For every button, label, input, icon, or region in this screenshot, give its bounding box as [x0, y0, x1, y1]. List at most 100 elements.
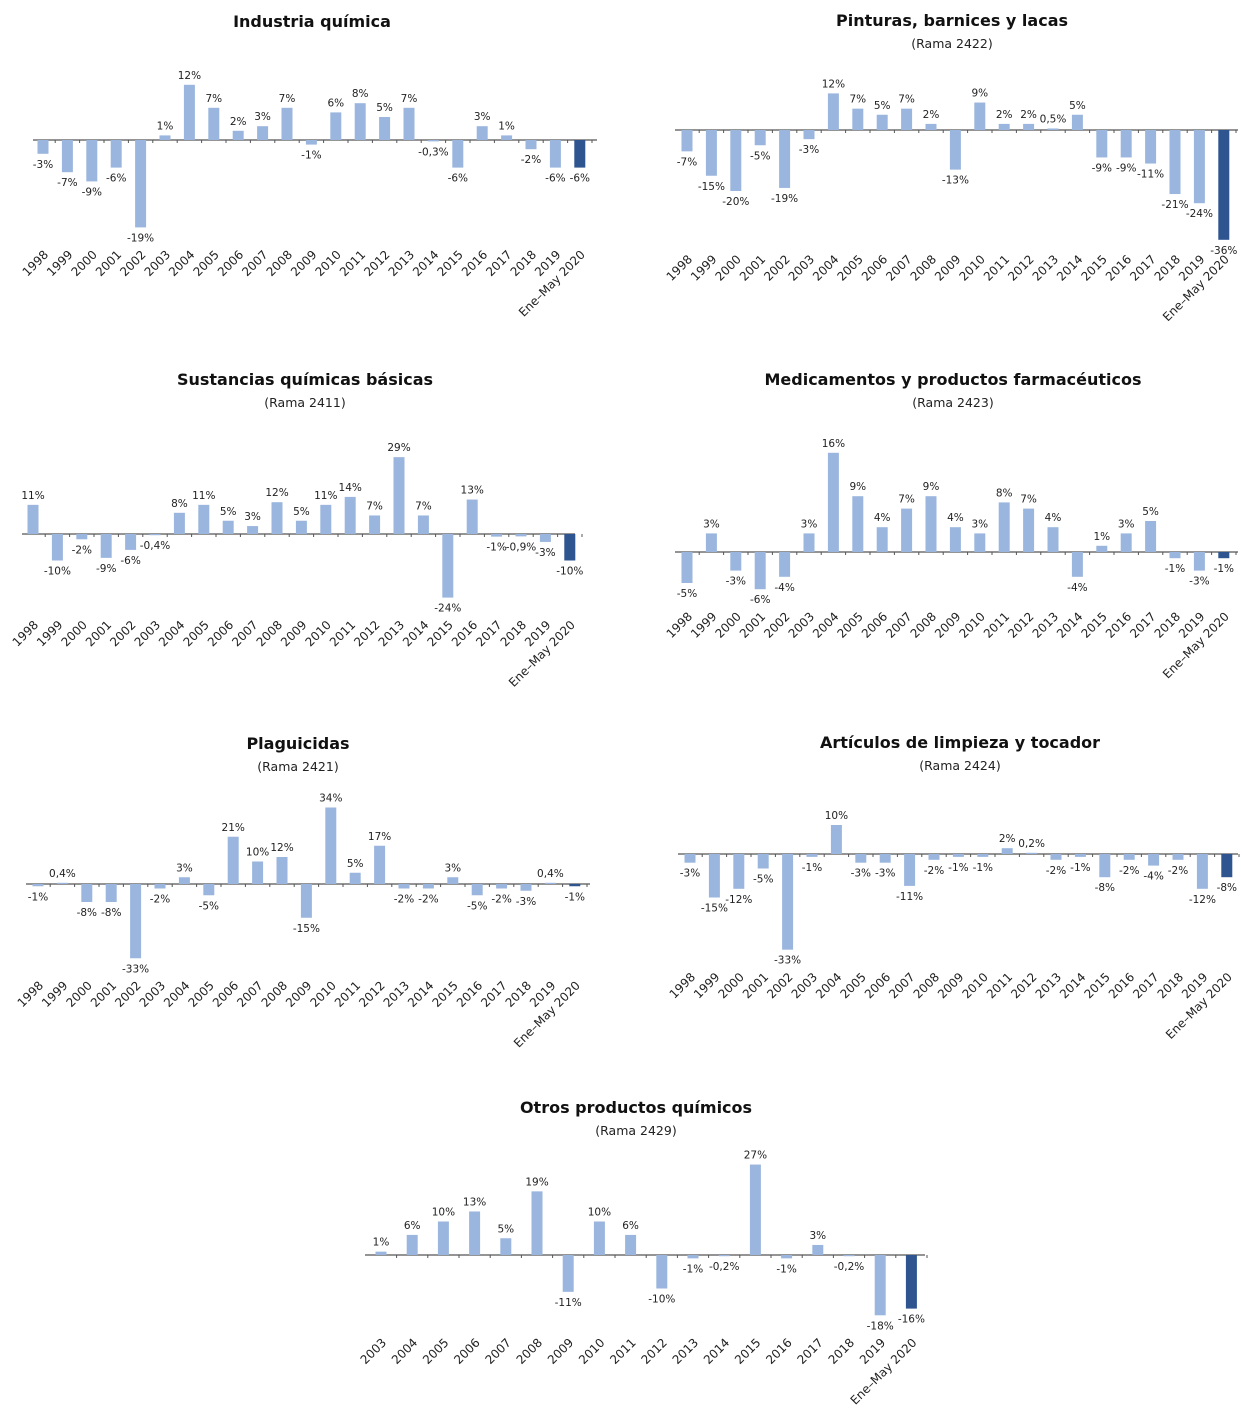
x-tick-label: 2011: [327, 618, 358, 649]
x-tick-label: 2009: [545, 1336, 576, 1367]
bar-2005: [198, 504, 210, 534]
x-tick-label: 2016: [1103, 252, 1134, 283]
data-label: -0,2%: [834, 1261, 864, 1273]
data-label: -2%: [924, 865, 944, 877]
chart-panel-6: Artículos de limpieza y tocador (Rama 242…: [667, 733, 1240, 1042]
x-tick-label: 2002: [112, 978, 143, 1009]
x-tick-label: 2002: [761, 609, 792, 640]
bar-2014: [1071, 552, 1083, 577]
x-tick-label: 2016: [449, 618, 480, 649]
bar-2012: [1023, 508, 1035, 552]
x-tick-label: 2015: [732, 1336, 763, 1367]
data-label: -2%: [1168, 865, 1188, 877]
data-label: -19%: [127, 232, 154, 244]
data-label: -1%: [683, 1263, 703, 1275]
x-tick-label: 2009: [288, 248, 319, 279]
data-label: 5%: [347, 858, 364, 870]
x-tick-label: 2007: [886, 970, 917, 1001]
data-label: 5%: [497, 1223, 514, 1235]
x-tick-label: 2009: [935, 970, 966, 1001]
data-label: 9%: [923, 481, 940, 493]
bar-2000: [81, 884, 93, 902]
bar-2017: [1148, 854, 1160, 866]
bar-2007: [247, 526, 259, 534]
x-tick-label: 1998: [664, 609, 695, 640]
x-tick-label: 2010: [956, 609, 987, 640]
x-tick-label: 2018: [1152, 609, 1183, 640]
x-tick-label: 2006: [859, 252, 890, 283]
data-label: -2%: [521, 154, 541, 166]
data-label: -1%: [1214, 563, 1234, 575]
data-label: -0,4%: [140, 540, 170, 552]
bar-2006: [879, 854, 891, 863]
data-label: 1%: [373, 1237, 390, 1249]
data-label: 13%: [461, 485, 484, 497]
bar-2014: [1074, 854, 1086, 857]
bar-2008: [928, 854, 940, 860]
x-tick-label: 2013: [670, 1336, 701, 1367]
x-tick-label: 1998: [15, 978, 46, 1009]
chart-panel-7: Otros productos químicos (Rama 2429) 1% 200…: [358, 1098, 928, 1407]
bar-2011: [625, 1234, 637, 1255]
bar-2018: [1169, 130, 1181, 195]
data-label: -11%: [555, 1297, 582, 1309]
data-label: 8%: [996, 487, 1013, 499]
chart-panel-3: Sustancias químicas básicas (Rama 2411) 11…: [10, 370, 584, 690]
bar-2011: [998, 502, 1010, 552]
x-tick-label: 2006: [210, 978, 241, 1009]
bar-2012: [1026, 852, 1038, 854]
x-tick-label: 2008: [259, 978, 290, 1009]
x-tick-label: 2003: [786, 252, 817, 283]
x-tick-label: 2001: [83, 618, 114, 649]
data-label: 16%: [822, 438, 845, 450]
x-tick-label: 2006: [205, 618, 236, 649]
bar-2015: [1096, 130, 1108, 158]
data-label: -9%: [82, 186, 102, 198]
x-tick-label: 2005: [834, 609, 865, 640]
bar-2001: [757, 854, 769, 869]
bar-2002: [135, 140, 147, 228]
chart-title: Industria química: [233, 12, 391, 31]
data-label: 12%: [270, 842, 293, 854]
bar-2010: [593, 1221, 605, 1255]
data-label: -2%: [72, 544, 92, 556]
bar-2006: [469, 1211, 481, 1255]
data-label: -4%: [1143, 871, 1163, 883]
data-label: 4%: [1045, 512, 1062, 524]
bar-2015: [452, 140, 464, 168]
x-tick-label: 2007: [229, 618, 260, 649]
bar-2017: [812, 1244, 824, 1255]
data-label: -6%: [750, 594, 770, 606]
bar-2015: [1099, 854, 1111, 878]
bar-2002: [779, 552, 791, 577]
bar-1998: [27, 504, 39, 534]
data-label: 11%: [21, 490, 44, 502]
x-tick-label: 1998: [10, 618, 41, 649]
x-tick-label: 2011: [984, 970, 1015, 1001]
x-tick-label: 2012: [356, 978, 387, 1009]
x-tick-label: 2009: [278, 618, 309, 649]
bar-2006: [222, 520, 234, 534]
chart-panel-5: Plaguicidas (Rama 2421) -1% 1998 0,4% 1999 -8%…: [15, 734, 590, 1050]
data-label: 2%: [999, 833, 1016, 845]
data-label: -4%: [1067, 582, 1087, 594]
data-label: 5%: [220, 506, 237, 518]
chart-subtitle: (Rama 2429): [595, 1123, 676, 1138]
x-tick-label: 2003: [137, 978, 168, 1009]
x-tick-label: 2007: [482, 1336, 513, 1367]
data-label: 34%: [319, 793, 342, 805]
bar-2004: [406, 1234, 418, 1255]
x-tick-label: 2007: [883, 609, 914, 640]
data-label: -19%: [771, 193, 798, 205]
bar-2003: [149, 534, 161, 536]
bar-2018: [525, 140, 537, 150]
bar-ene–may-2020: [1221, 854, 1233, 878]
bar-2017: [501, 135, 513, 140]
x-tick-label: 2003: [786, 609, 817, 640]
x-tick-label: 1999: [691, 970, 722, 1001]
x-tick-label: 2016: [763, 1336, 794, 1367]
x-tick-label: 2002: [764, 970, 795, 1001]
bar-2018: [1172, 854, 1184, 860]
chart-title: Pinturas, barnices y lacas: [836, 11, 1068, 30]
bar-2005: [437, 1221, 449, 1255]
